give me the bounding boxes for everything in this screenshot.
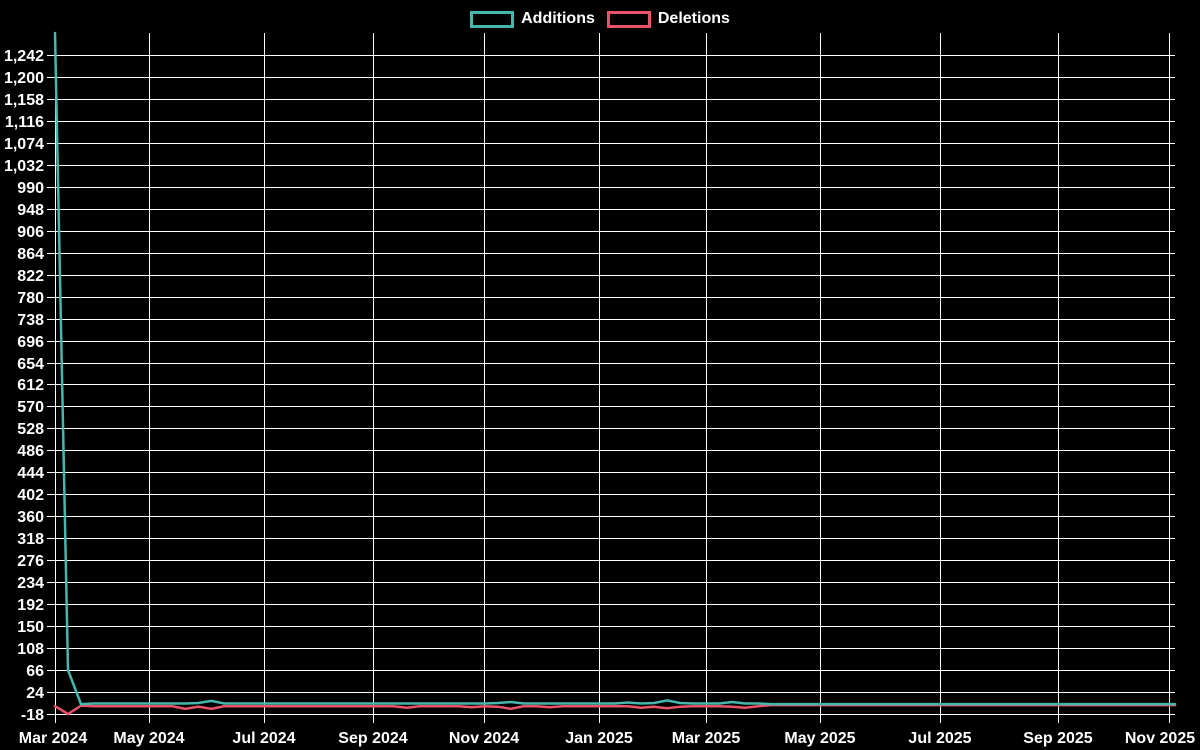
legend-item-deletions[interactable]: Deletions [606, 10, 730, 28]
svg-text:Jul 2024: Jul 2024 [232, 730, 295, 747]
svg-text:318: 318 [17, 531, 44, 548]
svg-text:1,158: 1,158 [4, 92, 44, 109]
svg-text:654: 654 [17, 356, 44, 373]
svg-text:948: 948 [17, 202, 44, 219]
svg-text:612: 612 [17, 377, 44, 394]
svg-text:-18: -18 [21, 707, 44, 724]
svg-text:444: 444 [17, 465, 44, 482]
svg-text:1,032: 1,032 [4, 158, 44, 175]
svg-text:528: 528 [17, 421, 44, 438]
svg-text:192: 192 [17, 597, 44, 614]
svg-text:66: 66 [26, 663, 44, 680]
svg-text:360: 360 [17, 509, 44, 526]
svg-text:906: 906 [17, 224, 44, 241]
svg-text:990: 990 [17, 180, 44, 197]
svg-text:150: 150 [17, 619, 44, 636]
svg-text:Jul 2025: Jul 2025 [908, 730, 971, 747]
svg-text:May 2025: May 2025 [784, 730, 855, 747]
svg-text:864: 864 [17, 246, 44, 263]
svg-text:276: 276 [17, 553, 44, 570]
svg-text:234: 234 [17, 575, 44, 592]
svg-text:108: 108 [17, 641, 44, 658]
additions-line [53, 31, 1177, 706]
svg-text:24: 24 [26, 685, 44, 702]
data-series-lines [53, 31, 1177, 716]
svg-text:Mar 2025: Mar 2025 [672, 730, 741, 747]
svg-text:Mar 2024: Mar 2024 [19, 730, 88, 747]
deletions-swatch-icon [606, 10, 651, 28]
svg-text:Nov 2024: Nov 2024 [449, 730, 519, 747]
svg-text:1,074: 1,074 [4, 136, 44, 153]
x-axis-labels: Mar 2024 May 2024 Jul 2024 Sep 2024 Nov 2024… [19, 730, 1195, 747]
svg-text:May 2024: May 2024 [113, 730, 184, 747]
svg-text:780: 780 [17, 290, 44, 307]
y-gridlines [47, 55, 1175, 715]
svg-text:Nov 2025: Nov 2025 [1125, 730, 1195, 747]
y-axis-labels: -18 24 66 108 150 192 234 276 318 360 402 444 486 528… [4, 48, 44, 724]
svg-text:402: 402 [17, 487, 44, 504]
svg-text:570: 570 [17, 399, 44, 416]
svg-text:Sep 2024: Sep 2024 [338, 730, 407, 747]
deletions-line [53, 703, 1177, 716]
legend-item-additions[interactable]: Additions [470, 10, 595, 28]
additions-swatch-icon [470, 10, 515, 28]
legend-label-additions: Additions [521, 10, 595, 27]
x-gridlines [55, 33, 1170, 723]
legend-label-deletions: Deletions [657, 10, 730, 27]
chart-legend: Additions Deletions [0, 8, 1200, 30]
svg-text:Jan 2025: Jan 2025 [565, 730, 633, 747]
svg-text:Sep 2025: Sep 2025 [1023, 730, 1092, 747]
svg-text:738: 738 [17, 312, 44, 329]
svg-text:1,200: 1,200 [4, 70, 44, 87]
svg-text:822: 822 [17, 268, 44, 285]
svg-text:1,242: 1,242 [4, 48, 44, 65]
svg-text:696: 696 [17, 334, 44, 351]
svg-text:486: 486 [17, 443, 44, 460]
svg-text:1,116: 1,116 [5, 114, 44, 131]
